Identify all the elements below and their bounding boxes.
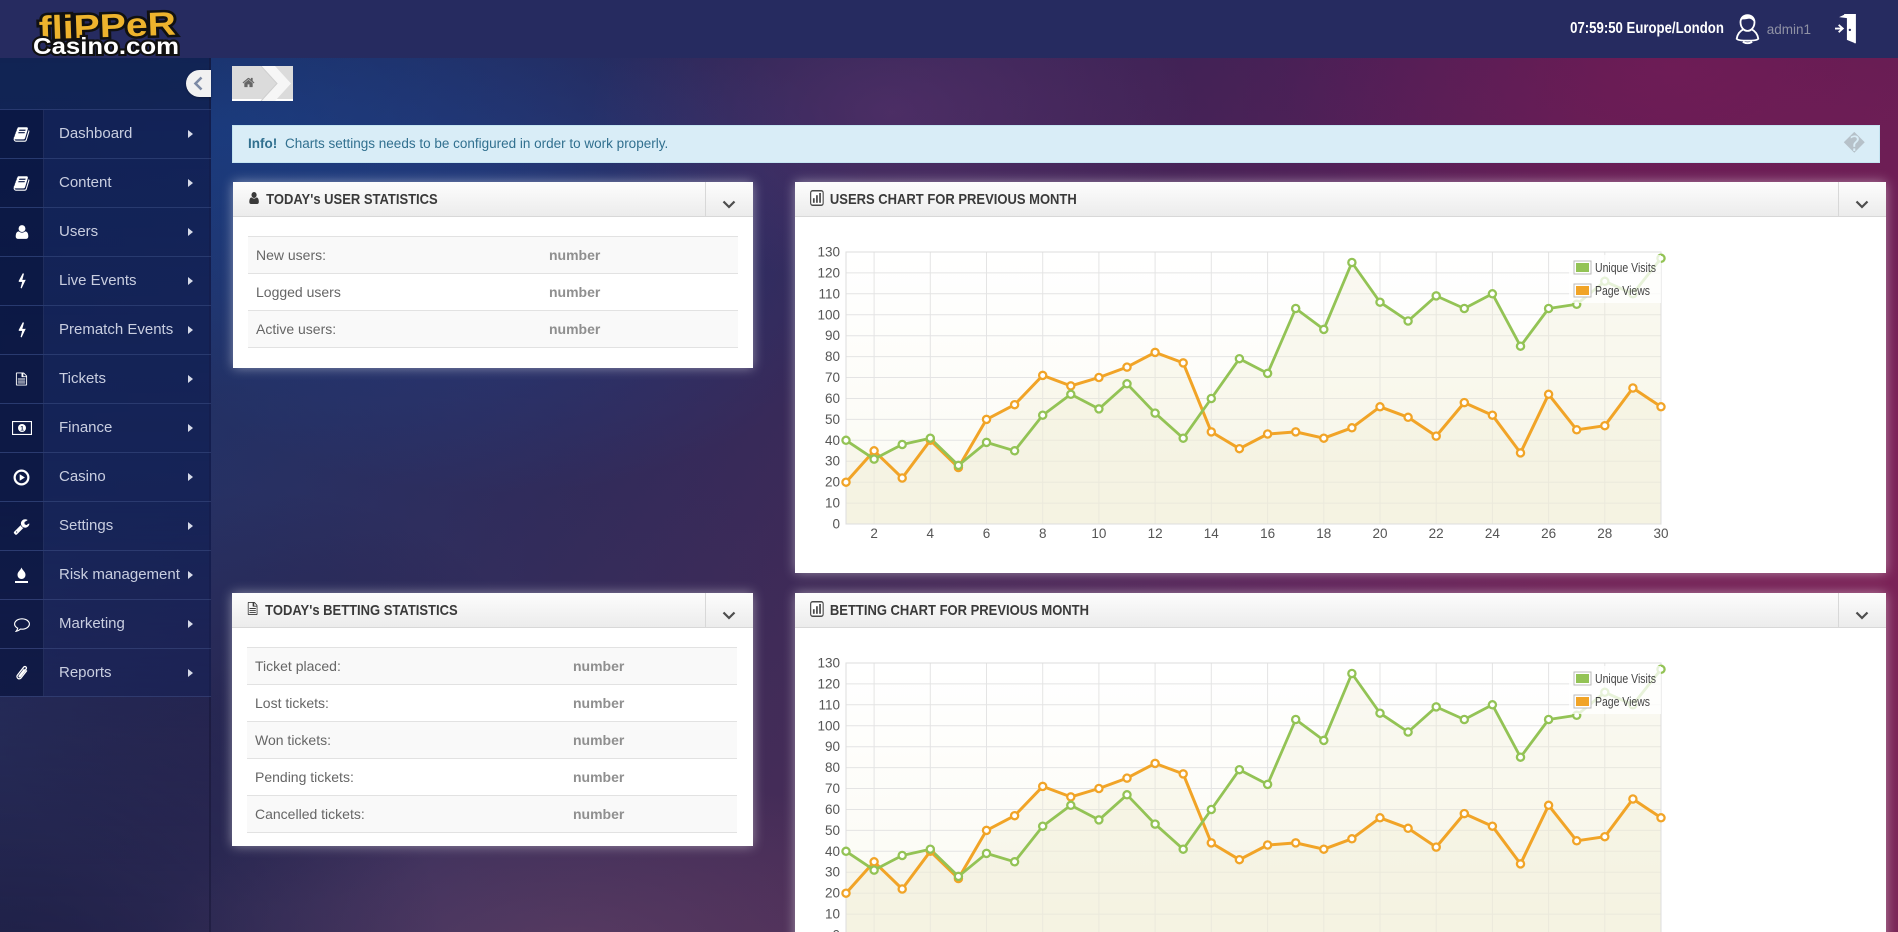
svg-text:60: 60	[825, 391, 840, 406]
svg-text:110: 110	[818, 697, 840, 712]
svg-text:50: 50	[825, 823, 840, 838]
svg-text:10: 10	[1091, 526, 1106, 541]
svg-text:120: 120	[817, 676, 840, 691]
svg-text:40: 40	[825, 433, 840, 448]
svg-text:70: 70	[825, 370, 840, 385]
svg-text:90: 90	[825, 328, 840, 343]
svg-text:60: 60	[825, 802, 840, 817]
svg-text:16: 16	[1260, 526, 1275, 541]
svg-text:1: 1	[20, 425, 24, 432]
svg-text:90: 90	[825, 739, 840, 754]
svg-text:24: 24	[1485, 526, 1501, 541]
svg-text:4: 4	[927, 526, 935, 541]
svg-text:130: 130	[817, 245, 840, 260]
svg-text:10: 10	[825, 496, 840, 511]
svg-text:30: 30	[1653, 526, 1668, 541]
svg-text:28: 28	[1597, 526, 1612, 541]
svg-text:0: 0	[832, 928, 840, 932]
svg-text:80: 80	[825, 760, 840, 775]
svg-text:80: 80	[825, 349, 840, 364]
svg-text:fliPPeR: fliPPeR	[38, 5, 176, 47]
svg-text:0: 0	[832, 517, 840, 532]
svg-text:70: 70	[825, 781, 840, 796]
svg-text:2: 2	[870, 526, 878, 541]
svg-text:Casino.com: Casino.com	[33, 33, 179, 56]
svg-text:26: 26	[1541, 526, 1556, 541]
svg-text:30: 30	[825, 865, 840, 880]
svg-text:120: 120	[817, 265, 840, 280]
svg-text:100: 100	[817, 307, 840, 322]
svg-text:14: 14	[1204, 526, 1220, 541]
svg-text:Page Views: Page Views	[1595, 694, 1650, 709]
svg-text:8: 8	[1039, 526, 1047, 541]
svg-text:Unique Visits: Unique Visits	[1595, 671, 1656, 686]
svg-text:40: 40	[825, 844, 840, 859]
svg-text:50: 50	[825, 412, 840, 427]
svg-text:22: 22	[1429, 526, 1444, 541]
svg-text:Unique Visits: Unique Visits	[1595, 260, 1656, 275]
svg-text:100: 100	[817, 718, 840, 733]
svg-text:18: 18	[1316, 526, 1331, 541]
svg-text:6: 6	[983, 526, 991, 541]
svg-text:20: 20	[825, 475, 840, 490]
svg-text:130: 130	[817, 656, 840, 671]
svg-text:10: 10	[825, 907, 840, 922]
svg-text:20: 20	[825, 886, 840, 901]
svg-text:110: 110	[818, 286, 840, 301]
svg-text:12: 12	[1148, 526, 1163, 541]
svg-text:Page Views: Page Views	[1595, 283, 1650, 298]
svg-text:30: 30	[825, 454, 840, 469]
svg-text:20: 20	[1372, 526, 1387, 541]
